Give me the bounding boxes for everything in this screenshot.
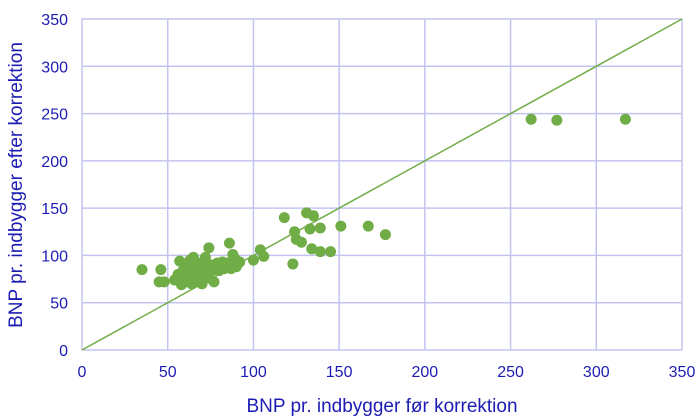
x-tick-labels: 0 50 100 150 200 250 300 350: [78, 364, 696, 381]
data-point: [551, 114, 563, 126]
x-tick-label: 200: [412, 364, 439, 381]
y-tick-label: 50: [50, 296, 68, 313]
data-point: [314, 222, 326, 234]
x-tick-label: 0: [78, 364, 87, 381]
data-point: [379, 229, 391, 241]
x-tick-label: 350: [669, 364, 696, 381]
x-tick-label: 300: [583, 364, 610, 381]
y-tick-labels: 0 50 100 150 200 250 300 350: [41, 12, 68, 360]
data-point: [325, 246, 337, 258]
x-tick-label: 50: [159, 364, 177, 381]
data-point: [525, 113, 537, 125]
data-point: [335, 220, 347, 232]
data-point: [136, 264, 148, 276]
data-point: [362, 220, 374, 232]
data-point: [307, 210, 319, 222]
y-tick-label: 250: [41, 107, 68, 124]
data-point: [223, 237, 235, 249]
y-axis-title: BNP pr. indbygger efter korrektion: [6, 42, 27, 328]
x-tick-label: 250: [497, 364, 524, 381]
data-point: [287, 258, 299, 270]
x-axis-title: BNP pr. indbygger før korrektion: [246, 396, 517, 417]
data-point: [158, 276, 170, 288]
data-point: [234, 256, 246, 268]
data-point: [208, 276, 220, 288]
data-point: [304, 223, 316, 235]
y-tick-label: 100: [41, 248, 68, 265]
data-point: [247, 254, 259, 266]
y-tick-label: 0: [59, 343, 68, 360]
x-tick-label: 150: [326, 364, 353, 381]
grid-lines: [81, 18, 683, 351]
data-point: [278, 212, 290, 224]
data-point: [306, 243, 318, 255]
data-points: [136, 113, 631, 291]
x-tick-label: 100: [240, 364, 267, 381]
y-tick-label: 200: [41, 154, 68, 171]
data-point: [258, 250, 270, 262]
data-point: [203, 242, 215, 254]
y-tick-label: 350: [41, 12, 68, 29]
data-point: [295, 236, 307, 248]
data-point: [619, 113, 631, 125]
reference-line: [81, 18, 683, 351]
data-point: [314, 246, 326, 258]
y-tick-label: 150: [41, 201, 68, 218]
data-point: [155, 264, 167, 276]
y-tick-label: 300: [41, 59, 68, 76]
reference-line-group: [81, 18, 683, 351]
